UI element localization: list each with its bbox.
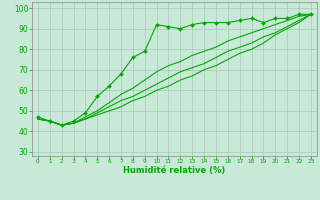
X-axis label: Humidité relative (%): Humidité relative (%) bbox=[123, 166, 226, 175]
